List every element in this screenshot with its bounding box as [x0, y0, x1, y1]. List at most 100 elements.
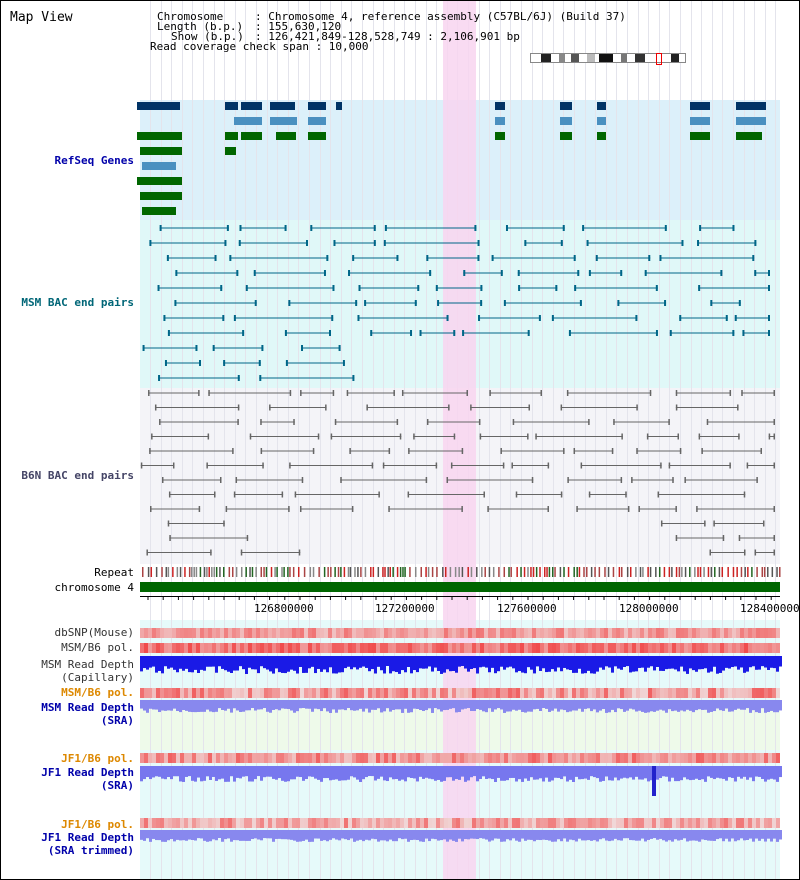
depth-bar	[353, 700, 356, 711]
msm-depth-capillary-label[interactable]: MSM Read Depth	[41, 658, 134, 671]
depth-bar	[686, 656, 689, 674]
bac-end	[233, 491, 236, 498]
depth-bar	[167, 830, 170, 841]
heat-cell	[592, 818, 596, 828]
msm-b6-pol-label[interactable]: MSM/B6 pol.	[61, 641, 134, 654]
heat-cell	[464, 628, 468, 638]
refseq-label[interactable]: RefSeq Genes	[54, 154, 134, 167]
b6n-bac-label[interactable]: B6N BAC end pairs	[21, 469, 134, 482]
depth-bar	[626, 830, 629, 839]
heat-cell	[684, 818, 688, 828]
bac-end	[448, 404, 450, 411]
depth-bar	[773, 766, 776, 780]
depth-bar	[188, 656, 191, 673]
depth-bar	[449, 766, 452, 778]
bac-end	[312, 448, 315, 454]
depth-bar	[620, 830, 623, 841]
depth-bar	[161, 830, 164, 842]
heat-cell	[624, 753, 628, 763]
heat-cell	[200, 688, 204, 698]
chromosome-value: : Chromosome 4, reference assembly (C57B…	[255, 10, 626, 23]
heat-cell	[216, 643, 220, 653]
heat-cell	[724, 753, 728, 763]
heat-cell	[244, 818, 248, 828]
depth-bar	[152, 830, 155, 839]
heat-cell	[428, 818, 432, 828]
depth-bar	[167, 700, 170, 711]
heat-cell	[492, 753, 496, 763]
heat-cell	[584, 628, 588, 638]
selected-region-highlight[interactable]	[443, 0, 476, 880]
heat-cell	[664, 818, 668, 828]
heat-cell	[324, 688, 328, 698]
heat-cell	[600, 643, 604, 653]
depth-bar	[443, 830, 446, 840]
depth-bar	[707, 766, 710, 777]
heat-cell	[624, 818, 628, 828]
depth-bar	[440, 766, 443, 782]
heat-cell	[752, 628, 756, 638]
heat-cell	[296, 753, 300, 763]
repeat-mark	[629, 567, 632, 577]
heat-cell	[540, 818, 544, 828]
bac-end	[149, 448, 151, 454]
heat-cell	[608, 628, 612, 638]
jf1-b6-pol-label[interactable]: JF1/B6 pol.	[61, 752, 134, 765]
repeat-mark	[208, 567, 210, 577]
heat-cell	[300, 688, 304, 698]
chromosome-ideogram[interactable]	[530, 53, 686, 65]
depth-bar	[743, 830, 746, 841]
depth-bar	[377, 656, 380, 667]
heat-cell	[224, 753, 228, 763]
heat-cell	[488, 628, 492, 638]
heat-cell	[680, 643, 684, 653]
dbsnp-label[interactable]: dbSNP(Mouse)	[54, 626, 134, 639]
heat-cell	[632, 818, 636, 828]
chromosome-bar[interactable]	[140, 582, 780, 592]
heat-cell	[724, 688, 728, 698]
heat-cell	[564, 818, 568, 828]
heat-cell	[520, 753, 524, 763]
depth-bar	[401, 830, 404, 840]
depth-bar	[293, 656, 296, 671]
heat-cell	[516, 643, 520, 653]
heat-cell	[576, 688, 580, 698]
jf1-b6-pol-label-2[interactable]: JF1/B6 pol.	[61, 818, 134, 831]
grid-line	[712, 0, 713, 880]
heat-cell	[524, 753, 528, 763]
depth-bar	[362, 700, 365, 712]
depth-bar	[527, 830, 530, 840]
depth-bar	[416, 700, 419, 710]
depth-bar	[578, 656, 581, 669]
grid-line	[351, 0, 352, 880]
depth-bar	[284, 766, 287, 782]
depth-bar	[407, 700, 410, 713]
msm-b6-pol-label-2[interactable]: MSM/B6 pol.	[61, 686, 134, 699]
depth-bar	[209, 700, 212, 712]
bac-end	[366, 404, 368, 411]
heat-cell	[172, 753, 176, 763]
depth-bar	[350, 766, 353, 777]
msm-bac-label[interactable]: MSM BAC end pairs	[21, 296, 134, 309]
depth-bar	[215, 656, 218, 673]
depth-bar	[281, 766, 284, 781]
bac-end	[355, 300, 358, 306]
bac-end	[357, 315, 360, 321]
heat-cell	[584, 643, 588, 653]
msm-depth-sra-label[interactable]: MSM Read Depth	[41, 701, 134, 714]
depth-bar	[329, 656, 332, 668]
bac-end	[222, 315, 225, 321]
depth-bar	[509, 766, 512, 778]
depth-bar	[413, 656, 416, 671]
jf1-depth-sra-label[interactable]: JF1 Read Depth	[41, 766, 134, 779]
depth-bar	[722, 656, 725, 671]
depth-bar	[614, 830, 617, 839]
depth-bar	[611, 700, 614, 710]
heat-cell	[440, 688, 444, 698]
depth-bar	[569, 656, 572, 671]
jf1-depth-trim-label[interactable]: JF1 Read Depth	[41, 831, 134, 844]
depth-bar	[689, 766, 692, 781]
depth-bar	[440, 830, 443, 841]
grid-line	[161, 0, 162, 880]
